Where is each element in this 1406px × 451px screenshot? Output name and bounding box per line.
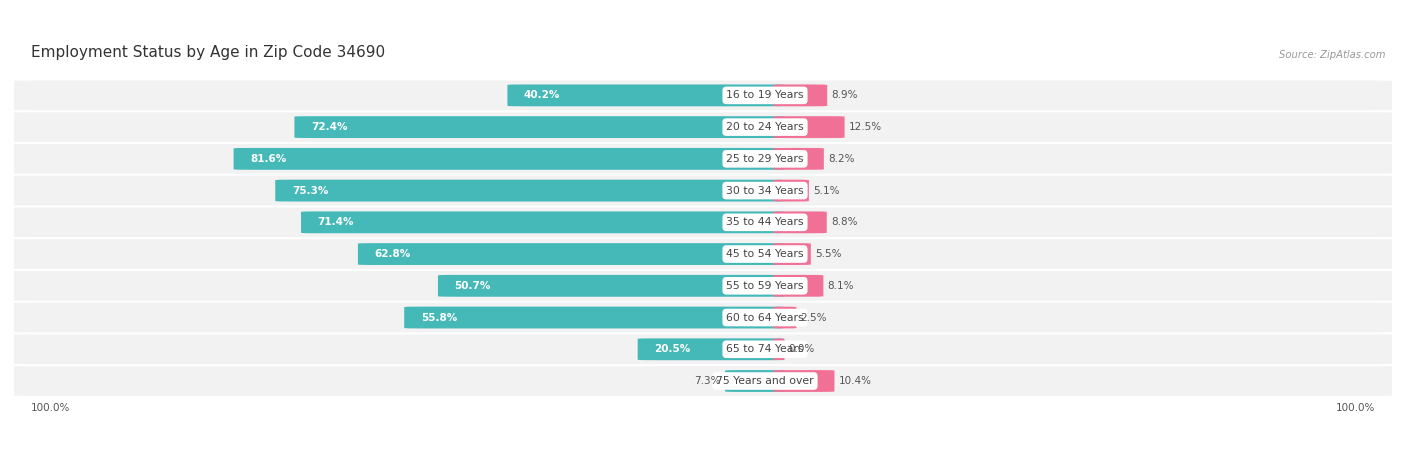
FancyBboxPatch shape: [773, 179, 808, 202]
FancyBboxPatch shape: [10, 271, 1396, 301]
FancyBboxPatch shape: [773, 275, 824, 297]
FancyBboxPatch shape: [10, 303, 1396, 332]
Text: Employment Status by Age in Zip Code 34690: Employment Status by Age in Zip Code 346…: [31, 45, 385, 60]
Text: 40.2%: 40.2%: [524, 90, 561, 101]
FancyBboxPatch shape: [294, 116, 785, 138]
FancyBboxPatch shape: [773, 307, 796, 328]
Text: 16 to 19 Years: 16 to 19 Years: [727, 90, 804, 101]
Text: 30 to 34 Years: 30 to 34 Years: [725, 186, 804, 196]
FancyBboxPatch shape: [768, 338, 790, 360]
FancyBboxPatch shape: [773, 148, 824, 170]
Text: 45 to 54 Years: 45 to 54 Years: [727, 249, 804, 259]
Text: 12.5%: 12.5%: [849, 122, 882, 132]
Text: 60 to 64 Years: 60 to 64 Years: [725, 313, 804, 322]
Text: 55 to 59 Years: 55 to 59 Years: [727, 281, 804, 291]
Text: 55.8%: 55.8%: [420, 313, 457, 322]
FancyBboxPatch shape: [437, 275, 785, 297]
Text: 35 to 44 Years: 35 to 44 Years: [727, 217, 804, 227]
FancyBboxPatch shape: [773, 370, 834, 392]
FancyBboxPatch shape: [773, 116, 845, 138]
Text: 0.0%: 0.0%: [789, 344, 814, 354]
FancyBboxPatch shape: [10, 144, 1396, 174]
Text: 71.4%: 71.4%: [318, 217, 354, 227]
Text: 72.4%: 72.4%: [311, 122, 347, 132]
FancyBboxPatch shape: [773, 243, 811, 265]
Text: 65 to 74 Years: 65 to 74 Years: [727, 344, 804, 354]
FancyBboxPatch shape: [10, 366, 1396, 396]
Text: 75 Years and over: 75 Years and over: [716, 376, 814, 386]
Text: 2.5%: 2.5%: [800, 313, 827, 322]
Text: 25 to 29 Years: 25 to 29 Years: [727, 154, 804, 164]
FancyBboxPatch shape: [10, 176, 1396, 206]
FancyBboxPatch shape: [508, 84, 785, 106]
FancyBboxPatch shape: [773, 212, 827, 233]
FancyBboxPatch shape: [10, 239, 1396, 269]
Text: 100.0%: 100.0%: [31, 403, 70, 413]
Text: 8.8%: 8.8%: [831, 217, 858, 227]
Text: Source: ZipAtlas.com: Source: ZipAtlas.com: [1278, 50, 1385, 60]
FancyBboxPatch shape: [301, 212, 785, 233]
Text: 50.7%: 50.7%: [454, 281, 491, 291]
Text: 81.6%: 81.6%: [250, 154, 287, 164]
Text: 8.1%: 8.1%: [828, 281, 853, 291]
FancyBboxPatch shape: [10, 81, 1396, 110]
Text: 62.8%: 62.8%: [374, 249, 411, 259]
Text: 5.1%: 5.1%: [813, 186, 839, 196]
Text: 5.5%: 5.5%: [815, 249, 841, 259]
Text: 8.9%: 8.9%: [831, 90, 858, 101]
FancyBboxPatch shape: [404, 307, 785, 328]
FancyBboxPatch shape: [638, 338, 785, 360]
Text: 10.4%: 10.4%: [838, 376, 872, 386]
FancyBboxPatch shape: [773, 84, 827, 106]
FancyBboxPatch shape: [10, 112, 1396, 142]
FancyBboxPatch shape: [276, 179, 785, 202]
Text: 8.2%: 8.2%: [828, 154, 855, 164]
FancyBboxPatch shape: [359, 243, 785, 265]
FancyBboxPatch shape: [233, 148, 785, 170]
Text: 20 to 24 Years: 20 to 24 Years: [725, 122, 804, 132]
Text: 20.5%: 20.5%: [654, 344, 690, 354]
Text: 100.0%: 100.0%: [1336, 403, 1375, 413]
FancyBboxPatch shape: [10, 335, 1396, 364]
FancyBboxPatch shape: [725, 370, 785, 392]
FancyBboxPatch shape: [10, 207, 1396, 237]
Text: 7.3%: 7.3%: [695, 376, 721, 386]
Text: 75.3%: 75.3%: [292, 186, 328, 196]
